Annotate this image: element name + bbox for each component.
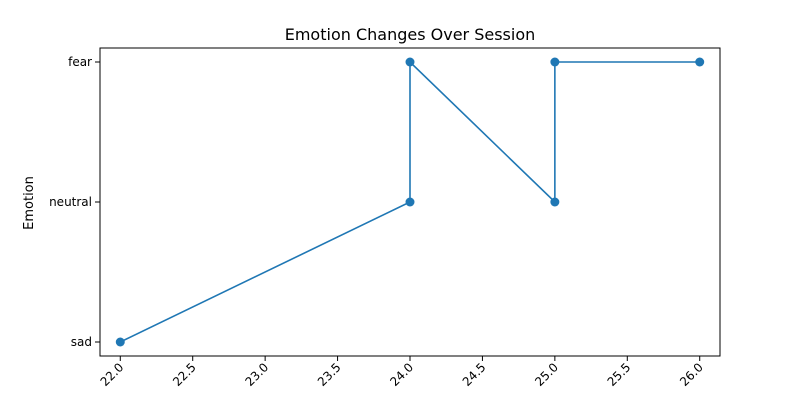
x-tick-label: 23.0 bbox=[242, 360, 271, 389]
series-line bbox=[119, 60, 700, 343]
x-tick-label: 22.5 bbox=[170, 360, 199, 389]
chart-title: Emotion Changes Over Session bbox=[285, 25, 536, 44]
y-tick-label: neutral bbox=[49, 195, 92, 209]
x-axis: 22.0 22.5 23.0 23.5 24.0 24.5 25.0 25.5 26.0 bbox=[98, 356, 706, 389]
x-tick-label: 24.0 bbox=[387, 360, 416, 389]
data-point bbox=[405, 197, 415, 207]
data-point bbox=[115, 337, 125, 347]
x-tick-label: 23.5 bbox=[315, 360, 344, 389]
plot-frame bbox=[99, 47, 721, 357]
data-point bbox=[695, 57, 705, 67]
x-tick-label: 22.0 bbox=[98, 360, 127, 389]
data-point bbox=[550, 197, 560, 207]
x-tick-label: 25.0 bbox=[532, 360, 561, 389]
x-tick-label: 26.0 bbox=[677, 360, 706, 389]
data-point bbox=[405, 57, 415, 67]
data-point bbox=[550, 57, 560, 67]
y-axis: sad neutral fear bbox=[49, 55, 100, 349]
series-layer bbox=[115, 57, 705, 347]
x-tick-label: 24.5 bbox=[460, 360, 489, 389]
x-tick-label: 25.5 bbox=[605, 360, 634, 389]
y-axis-label: Emotion bbox=[22, 176, 37, 230]
y-tick-label: fear bbox=[68, 55, 92, 69]
y-tick-label: sad bbox=[71, 335, 92, 349]
